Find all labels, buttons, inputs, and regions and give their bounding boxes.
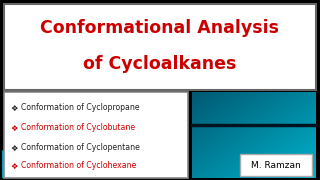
Text: M. Ramzan: M. Ramzan <box>251 161 301 170</box>
Text: Conformation of Cyclohexane: Conformation of Cyclohexane <box>21 161 136 170</box>
Bar <box>4 92 188 178</box>
Text: ❖: ❖ <box>10 103 18 112</box>
Text: Conformation of Cyclopentane: Conformation of Cyclopentane <box>21 143 140 152</box>
Polygon shape <box>2 150 40 178</box>
Text: Conformational Analysis: Conformational Analysis <box>41 19 279 37</box>
Bar <box>240 154 312 176</box>
Text: Conformation of Cyclobutane: Conformation of Cyclobutane <box>21 123 135 132</box>
Text: ❖: ❖ <box>10 143 18 152</box>
Bar <box>4 4 316 90</box>
Text: Conformation of Cyclopropane: Conformation of Cyclopropane <box>21 103 140 112</box>
Text: ❖: ❖ <box>10 161 18 170</box>
Text: ❖: ❖ <box>10 123 18 132</box>
Text: of Cycloalkanes: of Cycloalkanes <box>83 55 237 73</box>
